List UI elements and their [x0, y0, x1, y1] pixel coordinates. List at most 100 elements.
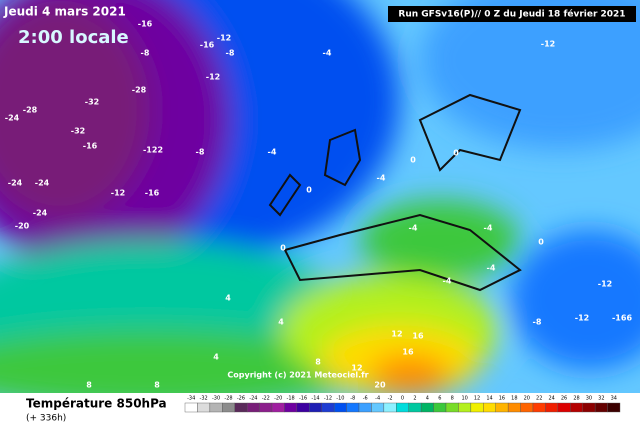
legend-swatch	[532, 402, 546, 413]
legend-swatch	[259, 402, 273, 413]
legend-tick: 24	[548, 396, 554, 402]
legend-swatch	[246, 402, 260, 413]
legend-swatch	[483, 402, 496, 413]
legend-swatch	[545, 402, 559, 413]
legend-swatch	[445, 402, 459, 413]
legend-swatch	[458, 402, 472, 413]
legend-swatch	[396, 402, 409, 413]
map-label: -12	[111, 189, 125, 198]
map-labels: -16-16-12-8 -8-12-4-12-28-32-24-28-32-16-…	[5, 20, 633, 390]
run-box	[388, 6, 636, 22]
legend-swatch	[358, 402, 372, 413]
map-label: -8	[141, 49, 150, 58]
map-label: -12	[217, 34, 231, 43]
legend-tick: 2	[413, 396, 416, 402]
legend-swatch	[495, 402, 509, 413]
legend-tick: -6	[363, 396, 368, 402]
legend-swatch	[184, 402, 198, 413]
map-label: -24	[5, 114, 20, 123]
legend-swatch	[197, 402, 211, 413]
map-label: -4	[487, 264, 496, 273]
footer-lead: (+ 336h)	[26, 414, 66, 424]
legend-swatch	[420, 402, 434, 413]
legend-swatch	[271, 402, 285, 413]
map-label: -12	[541, 40, 555, 49]
map-label: 4	[278, 318, 284, 327]
legend-swatch	[507, 402, 521, 413]
legend-swatch	[433, 402, 447, 413]
legend-swatch	[570, 402, 583, 413]
legend-swatch	[309, 402, 322, 413]
map-label: -8	[533, 318, 542, 327]
legend-tick: 34	[611, 396, 617, 402]
legend-tick: 0	[401, 396, 404, 402]
map-label: 4	[225, 294, 231, 303]
map-label: -4	[268, 148, 277, 157]
legend-tick: -24	[249, 396, 257, 402]
map-label: -4	[484, 224, 493, 233]
legend-tick: 6	[438, 396, 441, 402]
footer-title: Température 850hPa	[26, 397, 167, 411]
legend-swatch	[346, 402, 360, 413]
legend-swatch	[234, 402, 248, 413]
legend-tick: -34	[187, 396, 195, 402]
map-label: -24	[35, 179, 50, 188]
run-info: Run GFSv16(P)// 0 Z du Jeudi 18 février …	[398, 9, 625, 20]
map-label: -32	[71, 127, 85, 136]
map-label: -16	[145, 189, 160, 198]
legend-swatch	[371, 402, 385, 413]
map-label: -16	[200, 41, 215, 50]
map-field	[0, 0, 640, 410]
map-label: -28	[23, 106, 38, 115]
map-label: -122	[143, 146, 163, 155]
legend-tick: 14	[486, 396, 492, 402]
map-label: -20	[15, 222, 30, 231]
time: 2:00 locale	[18, 27, 129, 48]
legend-tick: -28	[224, 396, 232, 402]
date: Jeudi 4 mars 2021	[3, 5, 126, 19]
legend-tick: 10	[461, 396, 467, 402]
copyright: Copyright (c) 2021 Meteociel.fr	[227, 371, 368, 380]
map-label: 12	[391, 330, 402, 339]
legend-tick: -4	[375, 396, 380, 402]
map-label: -12	[206, 73, 220, 82]
legend-tick: -10	[336, 396, 344, 402]
map-label: -8	[196, 148, 205, 157]
legend-tick: -2	[388, 396, 393, 402]
map-label: 16	[402, 348, 414, 357]
legend-swatch	[520, 402, 534, 413]
legend-tick: 16	[499, 396, 505, 402]
map-label: 0	[306, 186, 312, 195]
map-label: -12	[575, 314, 589, 323]
legend-swatch	[470, 402, 484, 413]
legend-swatch	[284, 402, 298, 413]
legend-swatch	[209, 402, 223, 413]
legend-swatch	[321, 402, 335, 413]
legend-swatch	[333, 402, 347, 413]
map-label: 20	[374, 381, 386, 390]
map-label: -24	[8, 179, 23, 188]
map-label: 8	[86, 381, 92, 390]
map-label: -16	[83, 142, 98, 151]
map-label: -32	[85, 98, 99, 107]
legend-tick: 22	[536, 396, 542, 402]
legend-swatch	[557, 402, 571, 413]
map-label: 4	[213, 353, 219, 362]
legend-swatch	[594, 402, 608, 413]
legend-swatch	[582, 402, 596, 413]
map-label: -8	[226, 49, 235, 58]
coastline	[268, 93, 522, 292]
map-label: 0	[410, 156, 416, 165]
legend-tick: -32	[200, 396, 208, 402]
map-label: 0	[453, 149, 459, 158]
map-label: -4	[323, 49, 332, 58]
legend-tick: -16	[299, 396, 307, 402]
legend-swatch	[607, 402, 621, 413]
map-label: 12	[351, 364, 362, 373]
legend-tick: -26	[237, 396, 245, 402]
legend-tick: 12	[474, 396, 480, 402]
map-label: -28	[132, 86, 147, 95]
legend-tick: -8	[350, 396, 355, 402]
